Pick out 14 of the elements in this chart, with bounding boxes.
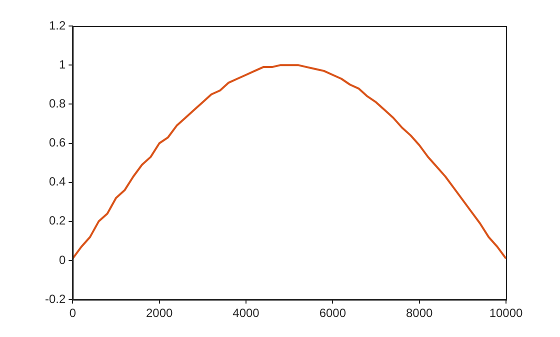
y-tick-label: 0 (58, 252, 66, 267)
y-tick-label: -0.2 (44, 292, 66, 306)
x-tick-label: 2000 (146, 306, 174, 320)
x-tick-label: 10000 (489, 306, 524, 320)
y-tick-label: 0.8 (48, 96, 66, 110)
x-tick-label: 4000 (232, 306, 260, 320)
y-tick-label: 1.2 (48, 18, 66, 32)
x-tick-label: 0 (69, 306, 76, 320)
y-tick-label: 0.4 (48, 174, 66, 189)
y-tick-label: 1 (58, 57, 66, 72)
x-tick-label: 8000 (406, 306, 434, 320)
y-tick-label: 0.2 (48, 214, 66, 228)
x-tick-label: 6000 (319, 306, 346, 320)
y-tick-label: 0.6 (48, 136, 66, 150)
